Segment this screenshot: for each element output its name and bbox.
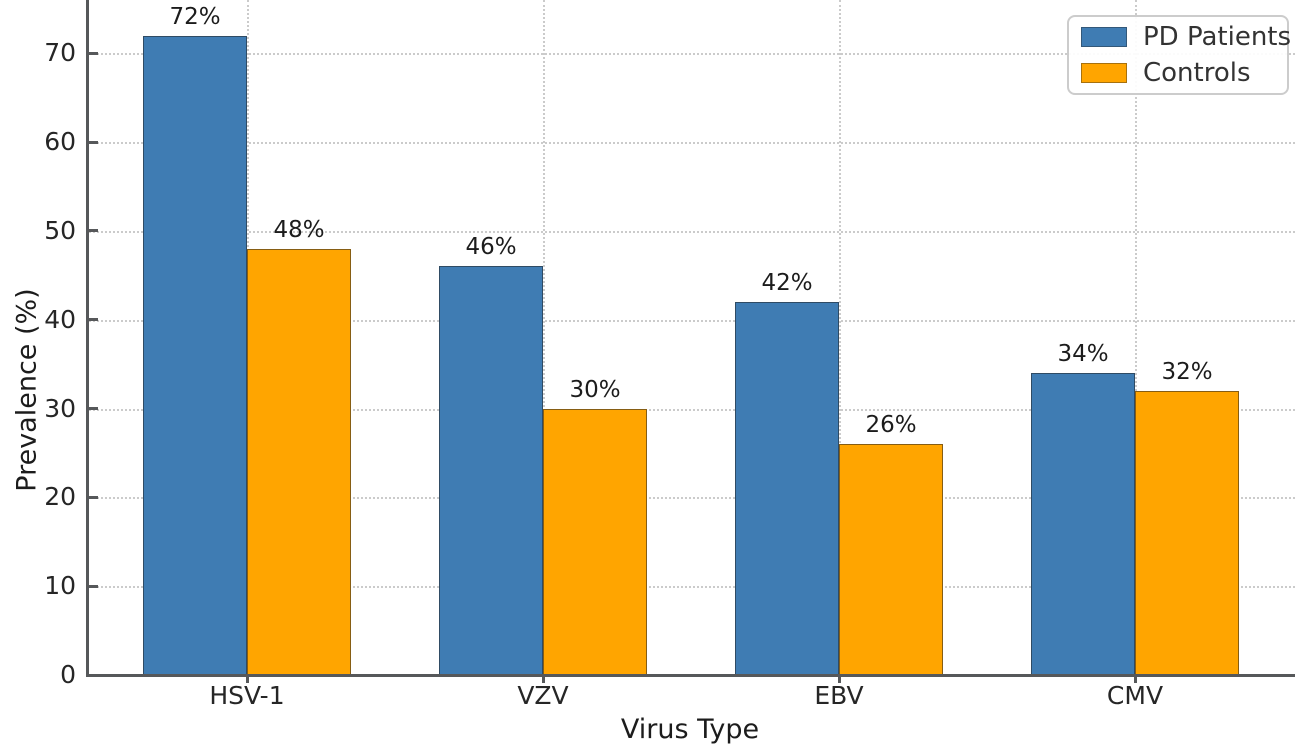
y-tick-label: 0 <box>60 660 76 689</box>
bar-value-label: 48% <box>273 216 325 243</box>
y-tick-label: 60 <box>44 127 76 157</box>
legend-label: Controls <box>1143 58 1251 88</box>
bar-pd-patients <box>143 35 247 675</box>
y-tick-mark <box>89 229 98 233</box>
bar-value-label: 42% <box>761 269 813 296</box>
y-gridline <box>89 408 1295 411</box>
y-tick-mark <box>89 407 98 411</box>
y-tick-mark <box>89 495 98 499</box>
bar-controls <box>543 408 647 675</box>
x-tick-label: EBV <box>814 681 864 710</box>
legend-swatch-controls <box>1081 63 1127 83</box>
bar-controls <box>1135 390 1239 675</box>
x-tick-label: CMV <box>1106 681 1164 710</box>
y-gridline <box>89 319 1295 322</box>
y-gridline <box>89 230 1295 233</box>
y-gridline <box>89 142 1295 145</box>
x-tick-label: HSV-1 <box>209 681 285 710</box>
bar-controls <box>247 248 351 675</box>
bar-pd-patients <box>735 301 839 675</box>
y-tick-label: 40 <box>44 304 76 334</box>
legend-swatch-pd-patients <box>1081 27 1127 47</box>
y-tick-label: 10 <box>44 571 76 601</box>
bar-value-label: 30% <box>569 376 621 403</box>
bar-value-label: 32% <box>1161 358 1213 385</box>
bar-pd-patients <box>1031 373 1135 675</box>
bar-value-label: 34% <box>1057 341 1109 368</box>
x-tick-mark <box>541 677 545 683</box>
y-tick-label: 70 <box>44 38 76 68</box>
y-axis-line <box>86 0 89 677</box>
y-tick-label: 30 <box>44 393 76 423</box>
y-tick-label: 50 <box>44 215 76 245</box>
bar-value-label: 26% <box>865 412 917 439</box>
legend-item: PD Patients <box>1081 22 1291 52</box>
y-tick-mark <box>89 51 98 55</box>
y-tick-mark <box>89 673 98 677</box>
x-tick-label: VZV <box>517 681 569 710</box>
y-gridline <box>89 497 1295 500</box>
bar-value-label: 46% <box>465 234 517 261</box>
y-gridline <box>89 53 1295 56</box>
bar-value-label: 72% <box>169 3 221 30</box>
y-tick-mark <box>89 140 98 144</box>
x-gridline <box>543 0 545 675</box>
legend-item: Controls <box>1081 58 1275 88</box>
x-axis-line <box>86 674 1295 677</box>
y-tick-label: 20 <box>44 482 76 512</box>
y-tick-mark <box>89 584 98 588</box>
legend-label: PD Patients <box>1143 22 1292 52</box>
y-gridline <box>89 586 1295 589</box>
x-gridline <box>1135 0 1137 675</box>
x-tick-mark <box>1133 677 1137 683</box>
legend: PD Patients Controls <box>1067 15 1291 95</box>
x-gridline <box>839 0 841 675</box>
x-axis-title: Virus Type <box>620 714 760 745</box>
y-tick-mark <box>89 318 98 322</box>
bar-pd-patients <box>439 266 543 675</box>
x-tick-mark <box>837 677 841 683</box>
x-tick-mark <box>245 677 249 683</box>
bar-controls <box>839 444 943 675</box>
